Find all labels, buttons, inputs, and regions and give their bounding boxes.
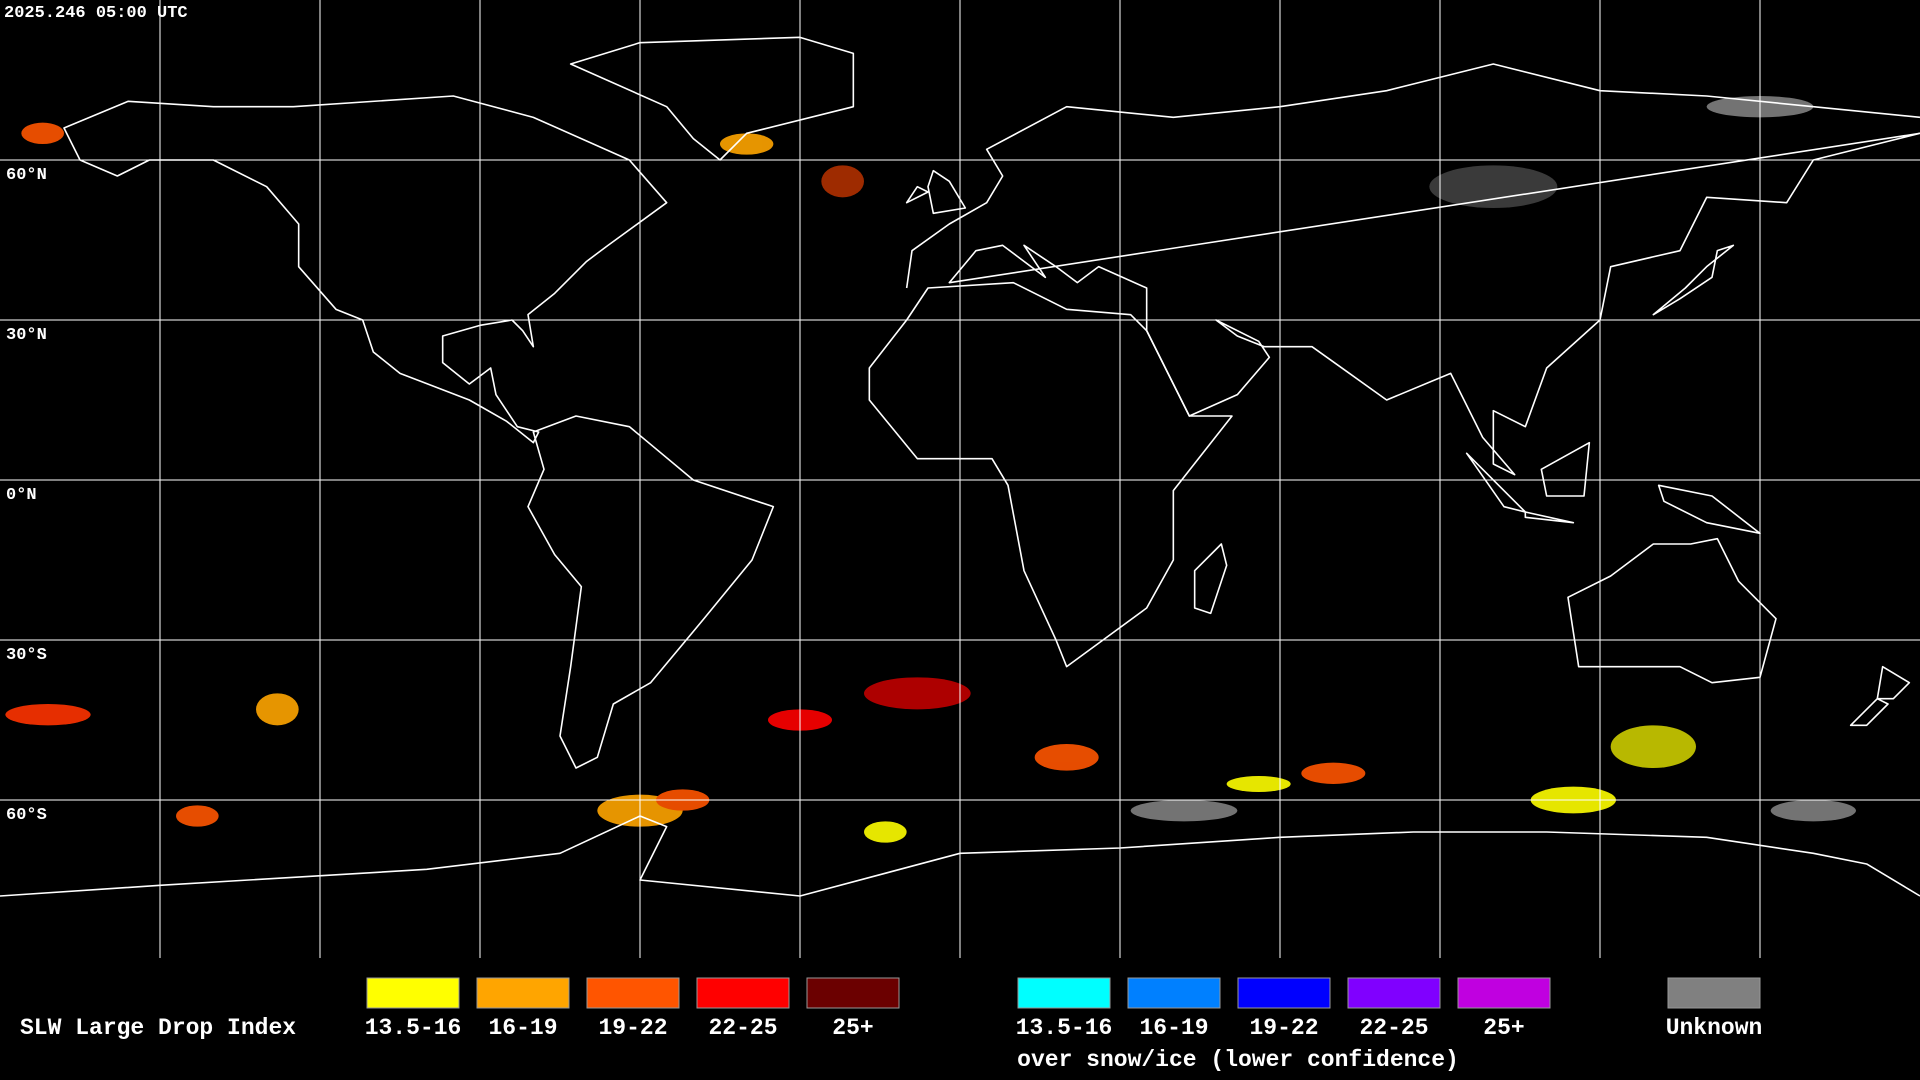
legend: SLW Large Drop Index over snow/ice (lowe… bbox=[20, 977, 1763, 1073]
latitude-label: 60°S bbox=[6, 806, 47, 825]
legend-panel bbox=[0, 958, 1920, 1080]
patch bbox=[1610, 725, 1696, 768]
japan bbox=[1653, 245, 1733, 314]
patch bbox=[5, 703, 91, 726]
africa bbox=[869, 283, 1232, 667]
legend-label: 13.5-16 bbox=[1016, 1015, 1113, 1041]
patch bbox=[720, 133, 774, 155]
eurasia bbox=[907, 64, 1920, 475]
legend-swatch bbox=[696, 977, 790, 1009]
latitude-label: 0°N bbox=[6, 486, 37, 505]
legend-swatch bbox=[1237, 977, 1331, 1009]
legend-swatch bbox=[476, 977, 570, 1009]
legend-swatch bbox=[1127, 977, 1221, 1009]
latitude-label: 60°N bbox=[6, 166, 47, 185]
legend-caption: over snow/ice (lower confidence) bbox=[1017, 1047, 1459, 1073]
legend-label: 25+ bbox=[1483, 1015, 1524, 1041]
legend-label: 16-19 bbox=[1139, 1015, 1208, 1041]
patch bbox=[1301, 762, 1366, 784]
legend-label: 19-22 bbox=[598, 1015, 667, 1041]
legend-label: 22-25 bbox=[1359, 1015, 1428, 1041]
patch bbox=[1034, 743, 1099, 771]
legend-label: 16-19 bbox=[488, 1015, 557, 1041]
patch bbox=[1226, 775, 1291, 792]
south-america bbox=[528, 416, 773, 768]
legend-swatch bbox=[806, 977, 900, 1009]
patch bbox=[256, 693, 299, 726]
latitude-label: 30°N bbox=[6, 326, 47, 345]
legend-swatch bbox=[366, 977, 460, 1009]
madagascar bbox=[1195, 544, 1227, 613]
patch bbox=[864, 821, 907, 843]
legend-label: 19-22 bbox=[1249, 1015, 1318, 1041]
cloud-patches bbox=[5, 96, 1856, 843]
patch bbox=[1770, 799, 1856, 822]
patch bbox=[176, 805, 219, 827]
latitude-label: 30°S bbox=[6, 646, 47, 665]
patch bbox=[1429, 165, 1558, 209]
legend-swatch bbox=[1347, 977, 1441, 1009]
legend-swatch bbox=[1667, 977, 1761, 1009]
legend-swatch bbox=[586, 977, 680, 1009]
legend-label: Unknown bbox=[1666, 1015, 1763, 1041]
legend-title: SLW Large Drop Index bbox=[20, 1015, 296, 1041]
new-zealand bbox=[1851, 667, 1910, 726]
legend-swatch bbox=[1017, 977, 1111, 1009]
graticule: 60°N 30°N 0°N 30°S 60°S bbox=[0, 0, 1920, 958]
timestamp: 2025.246 05:00 UTC bbox=[4, 4, 188, 23]
legend-label: 25+ bbox=[832, 1015, 873, 1041]
patch bbox=[821, 165, 865, 198]
legend-swatch bbox=[1457, 977, 1551, 1009]
legend-label: 13.5-16 bbox=[365, 1015, 462, 1041]
patch bbox=[864, 677, 971, 710]
australia bbox=[1568, 539, 1776, 683]
indonesia bbox=[1467, 443, 1760, 534]
patch bbox=[21, 122, 65, 145]
patch bbox=[1130, 799, 1238, 822]
legend-label: 22-25 bbox=[708, 1015, 777, 1041]
